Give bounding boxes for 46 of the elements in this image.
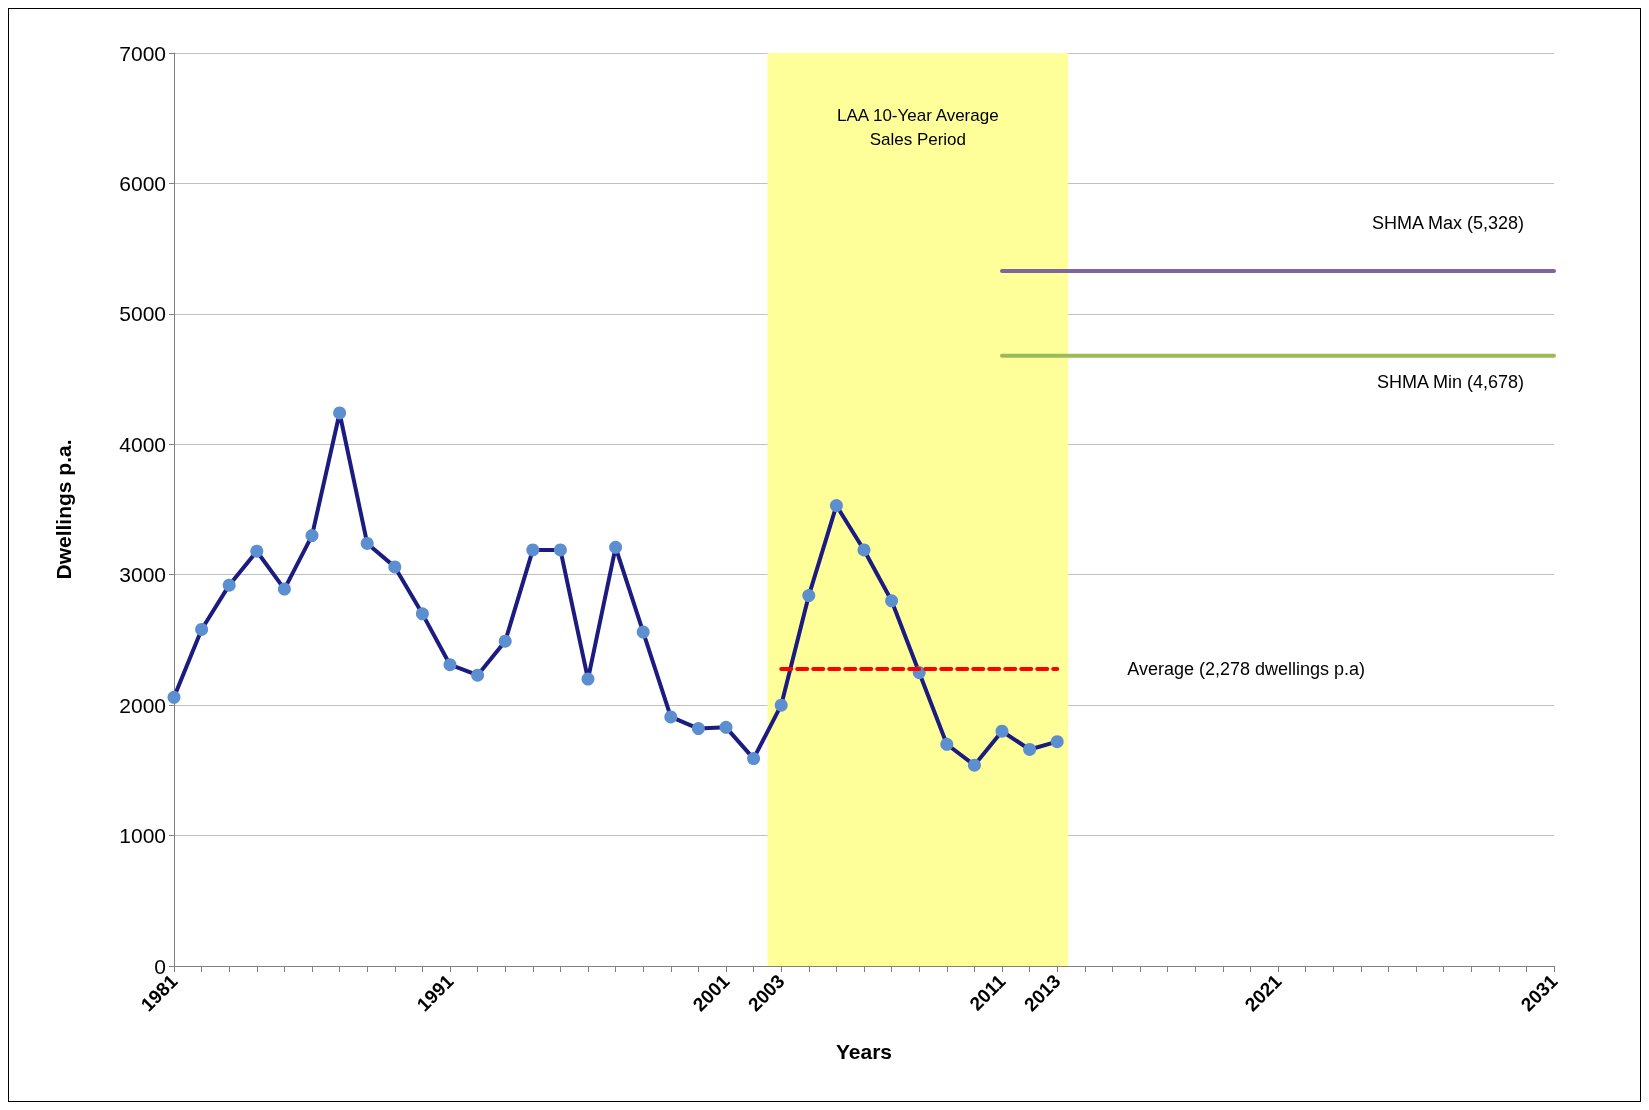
point (305, 529, 319, 543)
point (333, 406, 347, 420)
point (995, 724, 1009, 738)
point (222, 578, 236, 592)
y-tick-label: 0 (154, 954, 166, 978)
point (664, 710, 678, 724)
y-tick-label: 5000 (119, 302, 166, 326)
point (250, 544, 264, 558)
point (415, 607, 429, 621)
y-tick-label: 2000 (119, 693, 166, 717)
y-tick-label: 7000 (119, 41, 166, 65)
point (498, 634, 512, 648)
point (443, 658, 457, 672)
y-tick-label: 1000 (119, 824, 166, 848)
point (774, 698, 788, 712)
point (526, 543, 540, 557)
point (553, 543, 567, 557)
point (195, 623, 209, 636)
point (388, 560, 402, 574)
point (857, 543, 871, 557)
annotation: Average (2,278 dwellings p.a) (1127, 658, 1366, 679)
y-tick-label: 3000 (119, 563, 166, 587)
point (829, 499, 843, 513)
point (691, 722, 705, 736)
point (471, 668, 485, 682)
y-tick-label: 6000 (119, 171, 166, 195)
point (360, 536, 374, 550)
point (581, 672, 595, 686)
point (967, 758, 981, 772)
point (636, 625, 650, 639)
point (609, 540, 623, 554)
point (277, 582, 291, 596)
point (1050, 735, 1064, 749)
point (719, 720, 733, 734)
point (885, 594, 899, 608)
point (802, 589, 816, 603)
band-label: LAA 10-Year Average Sales Period (837, 105, 999, 149)
annotation: SHMA Max (5,328) (1371, 213, 1524, 234)
point (747, 752, 761, 766)
point (167, 690, 181, 704)
point (1023, 742, 1037, 756)
annotation: SHMA Min (4,678) (1376, 371, 1524, 392)
y-tick-label: 4000 (119, 432, 166, 456)
point (940, 737, 954, 751)
x-axis-title: Years (835, 1040, 893, 1063)
y-axis-title: Dwellings p.a. (52, 439, 75, 580)
